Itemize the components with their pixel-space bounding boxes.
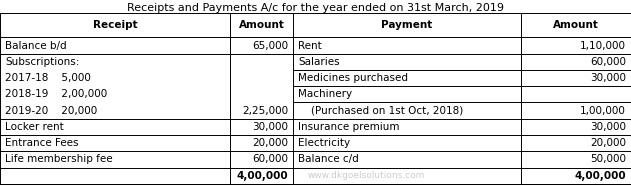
Text: Payment: Payment [381, 20, 433, 30]
Text: 30,000: 30,000 [252, 122, 288, 132]
Text: Receipts and Payments A/c for the year ended on 31st March, 2019: Receipts and Payments A/c for the year e… [127, 3, 504, 13]
Text: Receipt: Receipt [93, 20, 138, 30]
Text: Subscriptions:: Subscriptions: [5, 57, 80, 67]
Text: Life membership fee: Life membership fee [5, 154, 113, 164]
Text: Amount: Amount [553, 20, 599, 30]
Text: 20,000: 20,000 [590, 138, 626, 148]
Text: 20,000: 20,000 [252, 138, 288, 148]
Text: Insurance premium: Insurance premium [298, 122, 400, 132]
Text: 30,000: 30,000 [590, 122, 626, 132]
Text: Salaries: Salaries [298, 57, 340, 67]
Text: 1,10,000: 1,10,000 [580, 41, 626, 50]
Text: 60,000: 60,000 [252, 154, 288, 164]
Text: Medicines purchased: Medicines purchased [298, 73, 408, 83]
Text: Entrance Fees: Entrance Fees [5, 138, 78, 148]
Text: 4,00,000: 4,00,000 [237, 171, 288, 181]
Text: 4,00,000: 4,00,000 [574, 171, 626, 181]
Text: 60,000: 60,000 [590, 57, 626, 67]
Text: Machinery: Machinery [298, 89, 353, 99]
Text: 2019-20    20,000: 2019-20 20,000 [5, 106, 97, 116]
Text: Rent: Rent [298, 41, 322, 50]
Text: Electricity: Electricity [298, 138, 351, 148]
Text: Balance b/d: Balance b/d [5, 41, 67, 50]
Text: (Purchased on 1st Oct, 2018): (Purchased on 1st Oct, 2018) [298, 106, 464, 116]
Text: 50,000: 50,000 [590, 154, 626, 164]
Text: 2,25,000: 2,25,000 [242, 106, 288, 116]
Text: 2017-18    5,000: 2017-18 5,000 [5, 73, 91, 83]
Text: 30,000: 30,000 [590, 73, 626, 83]
Text: www.dkgoelsolutions.com: www.dkgoelsolutions.com [307, 171, 425, 180]
Text: 2018-19    2,00,000: 2018-19 2,00,000 [5, 89, 107, 99]
Text: Balance c/d: Balance c/d [298, 154, 359, 164]
Text: Amount: Amount [239, 20, 285, 30]
Text: Locker rent: Locker rent [5, 122, 64, 132]
Text: 1,00,000: 1,00,000 [580, 106, 626, 116]
Text: 65,000: 65,000 [252, 41, 288, 50]
